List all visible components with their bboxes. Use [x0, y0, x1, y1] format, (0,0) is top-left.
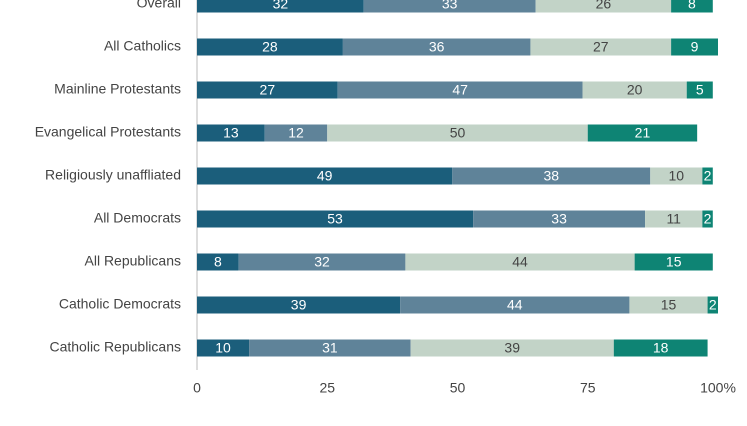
data-label: 44 — [507, 297, 523, 313]
bar-segment — [197, 296, 401, 314]
data-label: 18 — [653, 340, 669, 356]
data-label: 32 — [273, 0, 289, 12]
x-tick-label: 75 — [580, 380, 596, 396]
category-label: All Republicans — [85, 253, 182, 269]
data-label: 47 — [452, 82, 468, 98]
bar-segment — [452, 167, 651, 185]
data-label: 50 — [450, 125, 466, 141]
bar-segment — [634, 253, 713, 271]
data-label: 26 — [596, 0, 612, 12]
data-label: 10 — [215, 340, 231, 356]
data-label: 21 — [635, 125, 651, 141]
bar-segment — [686, 81, 713, 99]
bar-segment — [264, 124, 328, 142]
category-label: Overall — [137, 0, 181, 11]
bar-segment — [650, 167, 703, 185]
bar-segment — [249, 339, 411, 357]
bar-segment — [629, 296, 708, 314]
bar-segment — [342, 38, 531, 56]
data-label: 10 — [669, 168, 685, 184]
bar-segment — [197, 0, 364, 13]
data-label: 8 — [688, 0, 696, 12]
category-label: Evangelical Protestants — [35, 124, 181, 140]
bar-segment — [707, 296, 718, 314]
bar-segment — [613, 339, 708, 357]
bar-segment — [197, 339, 250, 357]
data-label: 15 — [666, 254, 682, 270]
data-label: 13 — [223, 125, 239, 141]
data-label: 53 — [327, 211, 343, 227]
data-label: 12 — [288, 125, 304, 141]
bar-segment — [400, 296, 630, 314]
bar-segment — [197, 210, 474, 228]
data-label: 33 — [442, 0, 458, 12]
bar-segment — [702, 210, 713, 228]
x-tick-label: 25 — [319, 380, 335, 396]
data-label: 39 — [291, 297, 307, 313]
data-label: 32 — [314, 254, 330, 270]
bar-segment — [197, 38, 343, 56]
category-label: Catholic Republicans — [49, 339, 181, 355]
bar-segment — [671, 38, 718, 56]
bar-segment — [405, 253, 635, 271]
bar-segment — [197, 167, 453, 185]
data-label: 15 — [661, 297, 677, 313]
x-tick-label: 50 — [450, 380, 466, 396]
category-label: All Democrats — [94, 210, 181, 226]
bar-segment — [327, 124, 588, 142]
bar-segment — [363, 0, 536, 13]
data-label: 2 — [704, 168, 712, 184]
bar-segment — [671, 0, 713, 13]
data-label: 36 — [429, 39, 445, 55]
bar-segment — [473, 210, 646, 228]
bar-segment — [197, 124, 265, 142]
bar-segment — [238, 253, 406, 271]
category-label: All Catholics — [104, 38, 181, 54]
x-tick-label: 0 — [193, 380, 201, 396]
bar-segment — [702, 167, 713, 185]
x-tick-label: 100% — [700, 380, 736, 396]
data-label: 44 — [512, 254, 528, 270]
category-label: Mainline Protestants — [54, 81, 181, 97]
data-label: 28 — [262, 39, 278, 55]
data-label: 31 — [322, 340, 338, 356]
data-label: 2 — [704, 211, 712, 227]
bar-segment — [197, 253, 239, 271]
bar-segment — [587, 124, 698, 142]
bar-segment — [410, 339, 614, 357]
bar-segment — [645, 210, 703, 228]
data-label: 5 — [696, 82, 704, 98]
data-label: 2 — [709, 297, 717, 313]
category-label: Religiously unaffliated — [45, 167, 181, 183]
bar-segment — [582, 81, 687, 99]
data-label: 8 — [214, 254, 222, 270]
bar-segment — [535, 0, 672, 13]
data-label: 39 — [504, 340, 520, 356]
bar-segment — [530, 38, 672, 56]
data-label: 9 — [691, 39, 699, 55]
data-label: 20 — [627, 82, 643, 98]
data-label: 27 — [593, 39, 609, 55]
data-label: 11 — [666, 211, 681, 227]
bar-segment — [197, 81, 338, 99]
data-label: 27 — [260, 82, 276, 98]
data-label: 33 — [551, 211, 567, 227]
data-label: 49 — [317, 168, 333, 184]
category-label: Catholic Democrats — [59, 296, 181, 312]
bar-segment — [337, 81, 583, 99]
data-label: 38 — [543, 168, 559, 184]
